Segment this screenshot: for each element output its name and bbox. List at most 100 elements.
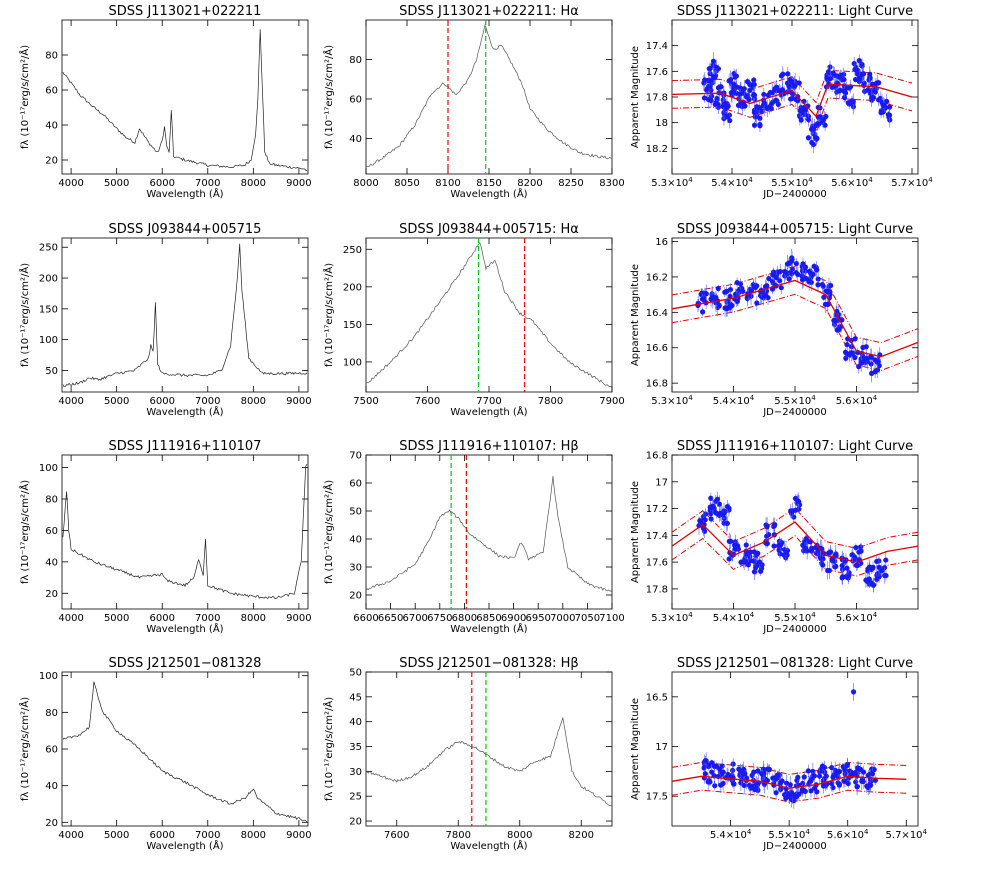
data-point (814, 266, 820, 273)
chart-title: SDSS J111916+110107 (109, 439, 262, 454)
data-point (870, 582, 877, 588)
data-point (758, 568, 764, 574)
y-tick-label: 20 (45, 818, 58, 829)
x-tick-label: 5000 (104, 396, 129, 407)
x-tick-label: 7000 (195, 178, 220, 189)
plot-frame (365, 454, 613, 610)
data-point (842, 767, 848, 773)
data-point (886, 112, 893, 118)
data-point (862, 88, 868, 94)
data-point (741, 782, 747, 789)
y-tick-label: 17.8 (646, 93, 668, 104)
data-point (839, 563, 845, 569)
data-point (854, 783, 860, 790)
data-point (715, 285, 721, 292)
y-tick-label: 17.8 (646, 584, 668, 595)
y-tick-label: 16.8 (646, 379, 668, 390)
data-point (735, 543, 741, 549)
data-point (773, 97, 779, 103)
x-tick-label: 6600 (353, 613, 378, 624)
y-axis-label: Apparent Magnitude (630, 264, 641, 366)
x-tick-label: 9000 (286, 830, 311, 841)
data-point (822, 122, 828, 128)
data-point (848, 772, 854, 779)
data-point (833, 82, 839, 89)
data-point (882, 572, 888, 579)
x-tick-label: 8200 (517, 178, 542, 189)
data-point (845, 780, 851, 787)
y-tick-label: 30 (349, 767, 362, 778)
data-point (815, 114, 821, 120)
x-tick-label: 8000 (241, 613, 266, 624)
y-tick-label: 60 (45, 86, 58, 97)
chart-title: SDSS J212501−081328 (109, 656, 262, 671)
panel-6: SDSS J093844+005715: Light Curve 5.3×104 5… (630, 222, 919, 418)
data-point (870, 87, 876, 93)
chart-title: SDSS J093844+005715: Hα (399, 222, 579, 237)
data-point (746, 782, 753, 788)
data-point (737, 85, 743, 91)
chart-title: SDSS J113021+022211 (109, 4, 262, 19)
data-point (757, 123, 763, 129)
data-point (738, 773, 744, 780)
data-point (728, 90, 734, 96)
y-tick-label: 17.6 (646, 558, 668, 569)
data-point (855, 765, 862, 772)
data-point (751, 109, 757, 115)
y-axis-label: fλ (10⁻¹⁷erg/s/cm²/Å) (322, 45, 335, 149)
y-tick-label: 100 (343, 357, 362, 368)
data-point (800, 276, 806, 282)
x-tick-label: 7700 (476, 396, 501, 407)
x-tick-label: 7000 (195, 396, 220, 407)
chart-title: SDSS J113021+022211: Light Curve (677, 4, 913, 19)
data-point (812, 134, 819, 141)
data-point (793, 261, 799, 267)
x-axis-label: JD−2400000 (762, 624, 827, 635)
y-tick-label: 18 (655, 118, 668, 129)
panel-7: SDSS J111916+110107 4000 5000 6000 7000 8000 9… (18, 439, 312, 635)
data-point (808, 777, 814, 783)
x-tick-label: 8000 (353, 178, 378, 189)
data-point (872, 777, 879, 783)
data-point (755, 768, 761, 774)
x-axis-label: Wavelength (Å) (450, 187, 527, 200)
data-point (717, 84, 724, 90)
x-tick-label: 5.4×104 (713, 611, 755, 624)
data-point (800, 542, 806, 548)
y-tick-label: 80 (349, 55, 362, 66)
data-point (865, 772, 871, 778)
data-point (721, 508, 727, 514)
data-point (737, 281, 744, 287)
data-point (702, 77, 708, 83)
data-point (701, 517, 707, 523)
spectrum-line (365, 241, 613, 389)
x-tick-label: 5.3×104 (651, 611, 693, 624)
x-tick-label: 8050 (394, 178, 419, 189)
panel-5: SDSS J093844+005715: Hα 7500 7600 7700 7800 7… (322, 222, 625, 418)
data-point (723, 520, 730, 526)
y-tick-label: 40 (45, 121, 58, 132)
data-point (764, 105, 770, 112)
data-point (823, 773, 829, 779)
data-point (710, 504, 716, 510)
data-point (743, 551, 749, 557)
data-point (709, 93, 715, 99)
data-point (863, 344, 869, 350)
y-tick-label: 150 (39, 304, 58, 315)
fit-line (671, 83, 913, 118)
x-tick-label: 7050 (575, 613, 600, 624)
data-point (751, 81, 757, 88)
data-point (779, 87, 785, 93)
spectrum-line (62, 243, 308, 387)
x-tick-label: 5.6×104 (831, 176, 873, 189)
x-tick-label: 8000 (507, 830, 532, 841)
y-tick-label: 40 (45, 781, 58, 792)
data-point (852, 354, 858, 361)
x-tick-label: 7000 (550, 613, 575, 624)
x-tick-label: 9000 (286, 178, 311, 189)
data-point (702, 771, 708, 777)
y-tick-label: 60 (45, 745, 58, 756)
data-point (733, 73, 740, 79)
data-point (726, 78, 732, 84)
y-axis-label: fλ (10⁻¹⁷erg/s/cm²/Å) (18, 480, 31, 584)
